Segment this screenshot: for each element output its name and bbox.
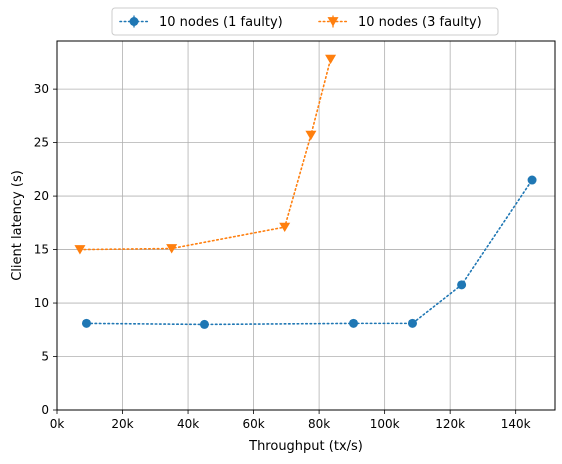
series-markers [74, 54, 537, 329]
plot-area-frame [56, 40, 556, 411]
x-tick-label: 0k [50, 417, 65, 431]
y-tick-label: 15 [34, 243, 49, 257]
x-tick-label: 120k [435, 417, 465, 431]
x-tick-label: 20k [111, 417, 133, 431]
series-0-point [527, 175, 537, 185]
x-tick-label: 80k [308, 417, 330, 431]
x-tick-label: 40k [177, 417, 199, 431]
series-0-point [199, 319, 209, 329]
legend-marker [129, 17, 139, 26]
series-1-point [74, 245, 86, 255]
series-0-point [407, 318, 417, 328]
y-tick-label: 30 [34, 82, 49, 96]
x-tick-label: 140k [501, 417, 531, 431]
grid [56, 41, 555, 411]
legend-box [111, 7, 499, 36]
x-tick-label: 60k [242, 417, 264, 431]
x-tick-label: 100k [370, 417, 400, 431]
series-1-point [166, 244, 178, 254]
series-1-point [279, 222, 291, 233]
legend-label: 10 nodes (3 faulty) [358, 15, 482, 30]
series-0-point [457, 280, 467, 290]
series-1-point [325, 54, 337, 65]
y-tick-label: 25 [34, 136, 49, 150]
legend: 10 nodes (1 faulty) 10 nodes (3 faulty) [111, 7, 499, 36]
x-axis-label: Throughput (tx/s) [248, 439, 363, 454]
y-tick-label: 10 [34, 296, 49, 310]
series-0-point [81, 318, 91, 328]
legend-label: 10 nodes (1 faulty) [159, 15, 283, 30]
x-axis-ticks: 0k 20k 40k 60k 80k 100k 120k 140k [50, 410, 531, 431]
series-line-0 [85, 179, 533, 326]
series-line-1 [79, 58, 332, 251]
y-tick-label: 0 [41, 403, 49, 417]
legend-marker [327, 17, 339, 27]
series-1-point [305, 130, 317, 141]
y-axis-ticks: 0 5 10 15 20 25 30 [34, 82, 57, 417]
series-0-point [349, 318, 359, 328]
y-tick-label: 5 [41, 350, 49, 364]
y-tick-label: 20 [34, 189, 49, 203]
y-axis-label: Client latency (s) [10, 170, 25, 281]
